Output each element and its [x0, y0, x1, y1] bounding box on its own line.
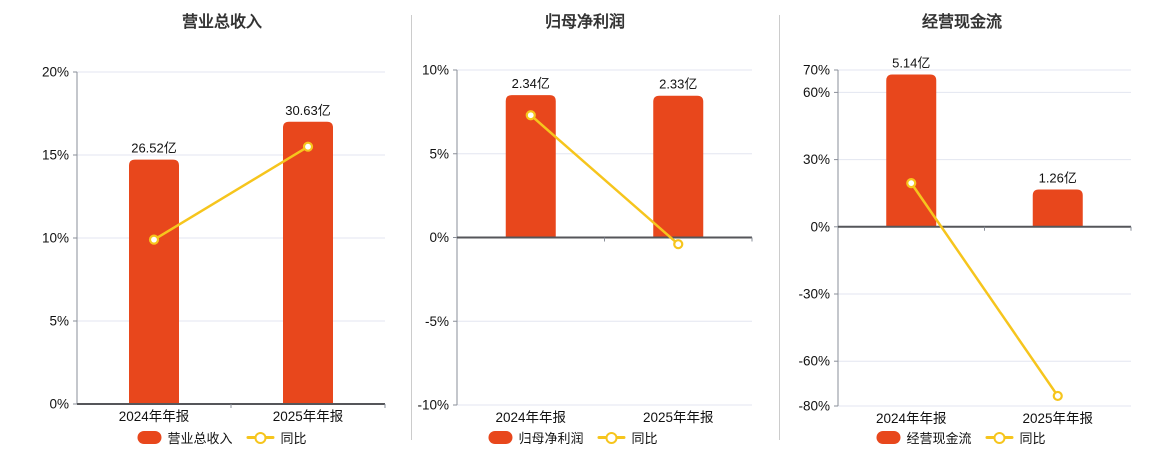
- bar-value-label: 2.33亿: [659, 77, 697, 92]
- legend-item-yoy[interactable]: 同比: [597, 428, 658, 447]
- legend-label: 同比: [280, 431, 307, 446]
- y-tick-label: 5%: [49, 314, 69, 329]
- cash-flow-chart-title: 经营现金流: [921, 14, 1003, 31]
- yoy-line: [529, 114, 680, 246]
- bar-series-swatch-icon: [876, 431, 901, 444]
- line-series-swatch-icon: [985, 430, 1014, 445]
- panel-divider: [411, 15, 412, 440]
- bar-value-label: 5.14亿: [892, 55, 930, 70]
- bar-value-label: 1.26亿: [1039, 170, 1077, 185]
- y-tick-label: 70%: [803, 63, 830, 78]
- x-category-label: 2025年年报: [643, 410, 714, 425]
- legend-label: 同比: [1019, 431, 1046, 446]
- yoy-point-marker: [906, 178, 917, 189]
- y-tick-label: 10%: [42, 231, 69, 246]
- revenue-chart-legend: 营业总收入 同比: [137, 428, 307, 447]
- yoy-point-marker: [1052, 390, 1063, 402]
- yoy-point-marker: [673, 239, 684, 250]
- y-tick-label: 10%: [422, 63, 449, 78]
- line-series-swatch-icon: [246, 430, 275, 445]
- y-tick-label: 20%: [42, 65, 69, 80]
- yoy-point-marker: [302, 141, 314, 152]
- y-tick-label: 0%: [49, 397, 69, 412]
- yoy-point-marker: [525, 110, 536, 121]
- bar-2024年年报: [505, 95, 556, 238]
- bar-2024年年报: [886, 74, 937, 227]
- revenue-chart-title: 营业总收入: [181, 14, 263, 31]
- yoy-line: [153, 145, 309, 241]
- y-tick-label: -60%: [798, 354, 830, 369]
- bar-2025年年报: [283, 121, 333, 405]
- y-tick-label: 0%: [810, 219, 830, 234]
- bar-2025年年报: [653, 95, 704, 238]
- legend-label: 同比: [631, 431, 658, 446]
- legend-item-net-profit[interactable]: 归母净利润: [488, 428, 584, 447]
- legend-label: 营业总收入: [167, 431, 233, 446]
- x-category-label: 2024年年报: [876, 411, 947, 426]
- y-tick-label: 5%: [429, 146, 449, 161]
- x-category-label: 2024年年报: [119, 409, 190, 424]
- bar-2024年年报: [129, 159, 179, 404]
- cash-flow-chart-legend: 经营现金流 同比: [876, 428, 1046, 447]
- y-tick-label: -10%: [417, 398, 449, 413]
- legend-item-yoy[interactable]: 同比: [246, 428, 307, 447]
- legend-label: 经营现金流: [906, 431, 972, 446]
- bar-value-label: 2.34亿: [512, 76, 550, 91]
- y-tick-label: -80%: [798, 399, 830, 414]
- legend-item-yoy[interactable]: 同比: [985, 428, 1046, 447]
- y-tick-label: 15%: [42, 148, 69, 163]
- net-profit-chart-legend: 归母净利润 同比: [488, 428, 658, 447]
- bar-value-label: 30.63亿: [285, 103, 331, 118]
- y-tick-label: -30%: [798, 287, 830, 302]
- x-category-label: 2024年年报: [495, 410, 566, 425]
- yoy-line: [910, 182, 1059, 397]
- line-series-swatch-icon: [597, 430, 626, 445]
- y-tick-label: 60%: [803, 85, 830, 100]
- legend-label: 归母净利润: [518, 431, 584, 446]
- panel-divider: [779, 15, 780, 440]
- legend-item-cash-flow[interactable]: 经营现金流: [876, 428, 972, 447]
- y-tick-label: -5%: [425, 314, 449, 329]
- bar-series-swatch-icon: [137, 431, 162, 444]
- legend-item-revenue[interactable]: 营业总收入: [137, 428, 233, 447]
- x-category-label: 2025年年报: [273, 409, 344, 424]
- x-category-label: 2025年年报: [1022, 411, 1093, 426]
- bar-series-swatch-icon: [488, 431, 513, 444]
- bar-2025年年报: [1032, 189, 1083, 227]
- net-profit-chart-title: 归母净利润: [544, 14, 626, 31]
- yoy-point-marker: [148, 234, 160, 245]
- bar-value-label: 26.52亿: [131, 141, 177, 156]
- y-tick-label: 0%: [429, 230, 449, 245]
- y-tick-label: 30%: [803, 152, 830, 167]
